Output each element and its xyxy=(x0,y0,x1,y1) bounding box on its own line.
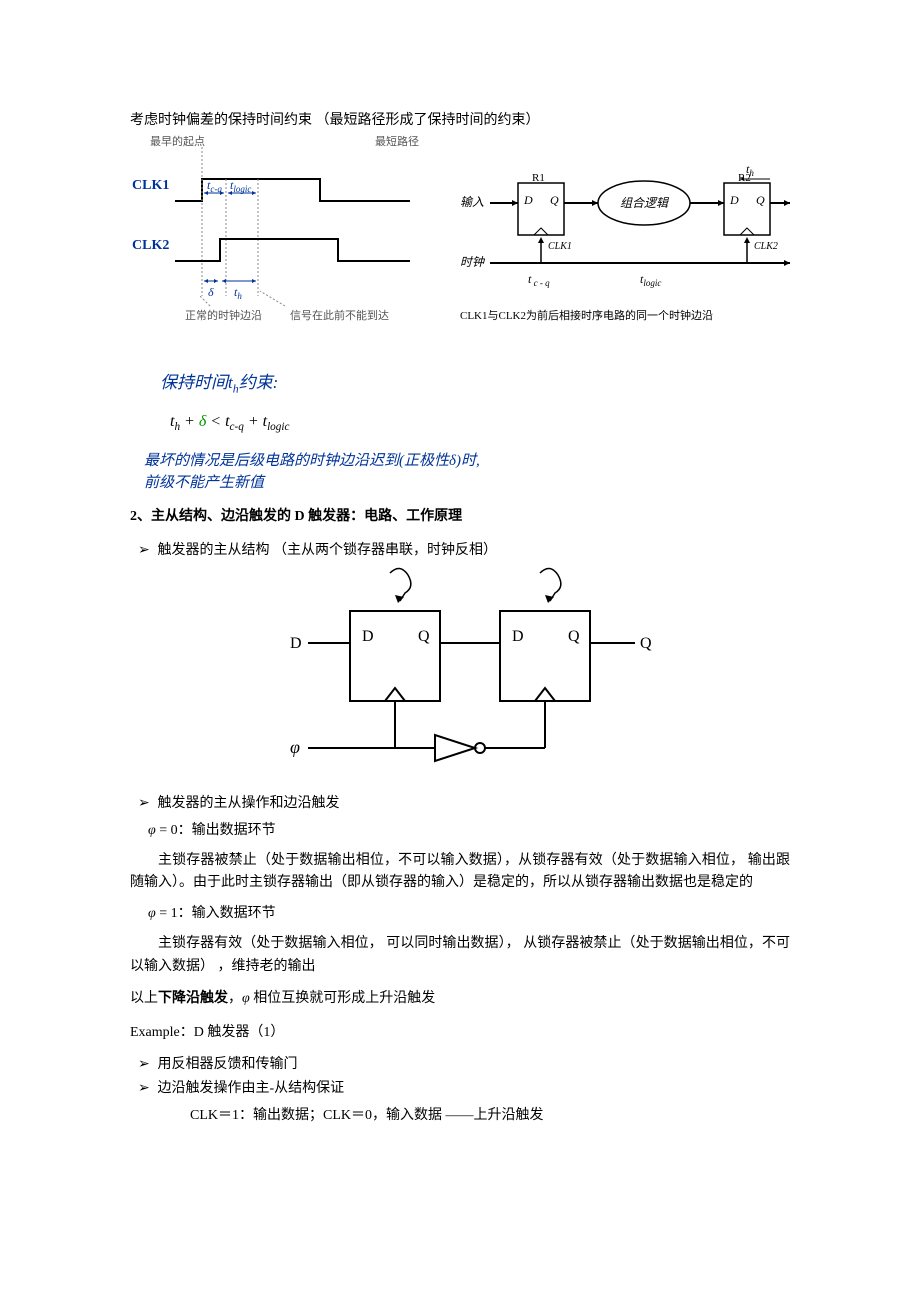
clk2-label: CLK2 xyxy=(132,238,169,253)
section-2-title: 2、主从结构、边沿触发的 D 触发器：电路、工作原理 xyxy=(130,505,790,525)
d-input-label: D xyxy=(290,635,302,652)
phi-1-para: 主锁存器有效（处于数据输入相位， 可以同时输出数据）， 从锁存器被禁止（处于数据… xyxy=(130,933,790,978)
figure-1: 最早的起点 最短路径 CLK1 tc-q tlogic CLK2 xyxy=(130,131,790,356)
hold-constraint-title: 保持时间th约束: xyxy=(160,368,790,396)
tcq-below: t c - q xyxy=(528,272,550,288)
title-line: 考虑时钟偏差的保持时间约束 （最短路径形成了保持时间的约束） xyxy=(130,110,790,131)
clk1-wire: CLK1 xyxy=(548,241,572,252)
th-label: th xyxy=(234,285,242,301)
tcq-label: tc-q xyxy=(207,178,222,194)
worst-case: 最坏的情况是后级电路的时钟边沿迟到(正极性δ)时, 前级不能产生新值 xyxy=(144,450,790,495)
bullet-ms-op: ➢ 触发器的主从操作和边沿触发 xyxy=(138,792,790,812)
tlogic-label: tlogic xyxy=(230,178,251,194)
clk2-wire: CLK2 xyxy=(754,241,778,252)
falling-edge-line: 以上下降沿触发，φ 相位互换就可形成上升沿触发 xyxy=(130,988,790,1010)
slave-d: D xyxy=(512,628,524,645)
delta-label: δ xyxy=(208,285,214,299)
master-d: D xyxy=(362,628,374,645)
phi-label: φ xyxy=(290,737,300,757)
signal-before-label: 信号在此前不能到达 xyxy=(290,308,389,322)
example-line: Example：D 触发器（1） xyxy=(130,1022,790,1044)
phi-0-heading: φ = 0：输出数据环节 xyxy=(148,820,790,842)
q-output-label: Q xyxy=(640,635,652,652)
input-label: 输入 xyxy=(460,195,484,209)
r1-q: Q xyxy=(550,193,559,207)
bullet-ms-struct: ➢ 触发器的主从结构 （主从两个锁存器串联，时钟反相） xyxy=(138,539,790,559)
normal-edge-label: 正常的时钟边沿 xyxy=(185,308,262,322)
comb-logic-label: 组合逻辑 xyxy=(620,196,670,210)
r2-q: Q xyxy=(756,193,765,207)
clk1-label: CLK1 xyxy=(132,178,169,193)
earliest-start-label: 最早的起点 xyxy=(150,134,205,148)
phi-0-para: 主锁存器被禁止（处于数据输出相位，不可以输入数据），从锁存器有效（处于数据输入相… xyxy=(130,850,790,895)
bullet-inverter: ➢ 用反相器反馈和传输门 xyxy=(138,1053,790,1073)
clock-label: 时钟 xyxy=(460,255,486,269)
r1-label: R1 xyxy=(532,172,545,184)
figure-2: D D Q D Q Q φ xyxy=(130,563,790,788)
clk-line: CLK＝1：输出数据；CLK＝0，输入数据 ——上升沿触发 xyxy=(190,1105,790,1127)
r2-d: D xyxy=(729,193,739,207)
tlogic-below: tlogic xyxy=(640,272,661,288)
r1-d: D xyxy=(523,193,533,207)
phi-1-heading: φ = 1：输入数据环节 xyxy=(148,903,790,925)
slave-q: Q xyxy=(568,628,580,645)
clk-note: CLK1与CLK2为前后相接时序电路的同一个时钟边沿 xyxy=(460,308,713,322)
hold-constraint-eq: th + δ < tc-q + tlogic xyxy=(170,413,790,433)
master-q: Q xyxy=(418,628,430,645)
shortest-path-label: 最短路径 xyxy=(375,134,419,148)
bullet-edge-trigger: ➢ 边沿触发操作由主-从结构保证 xyxy=(138,1077,790,1097)
r2-label: R2 xyxy=(738,172,751,184)
